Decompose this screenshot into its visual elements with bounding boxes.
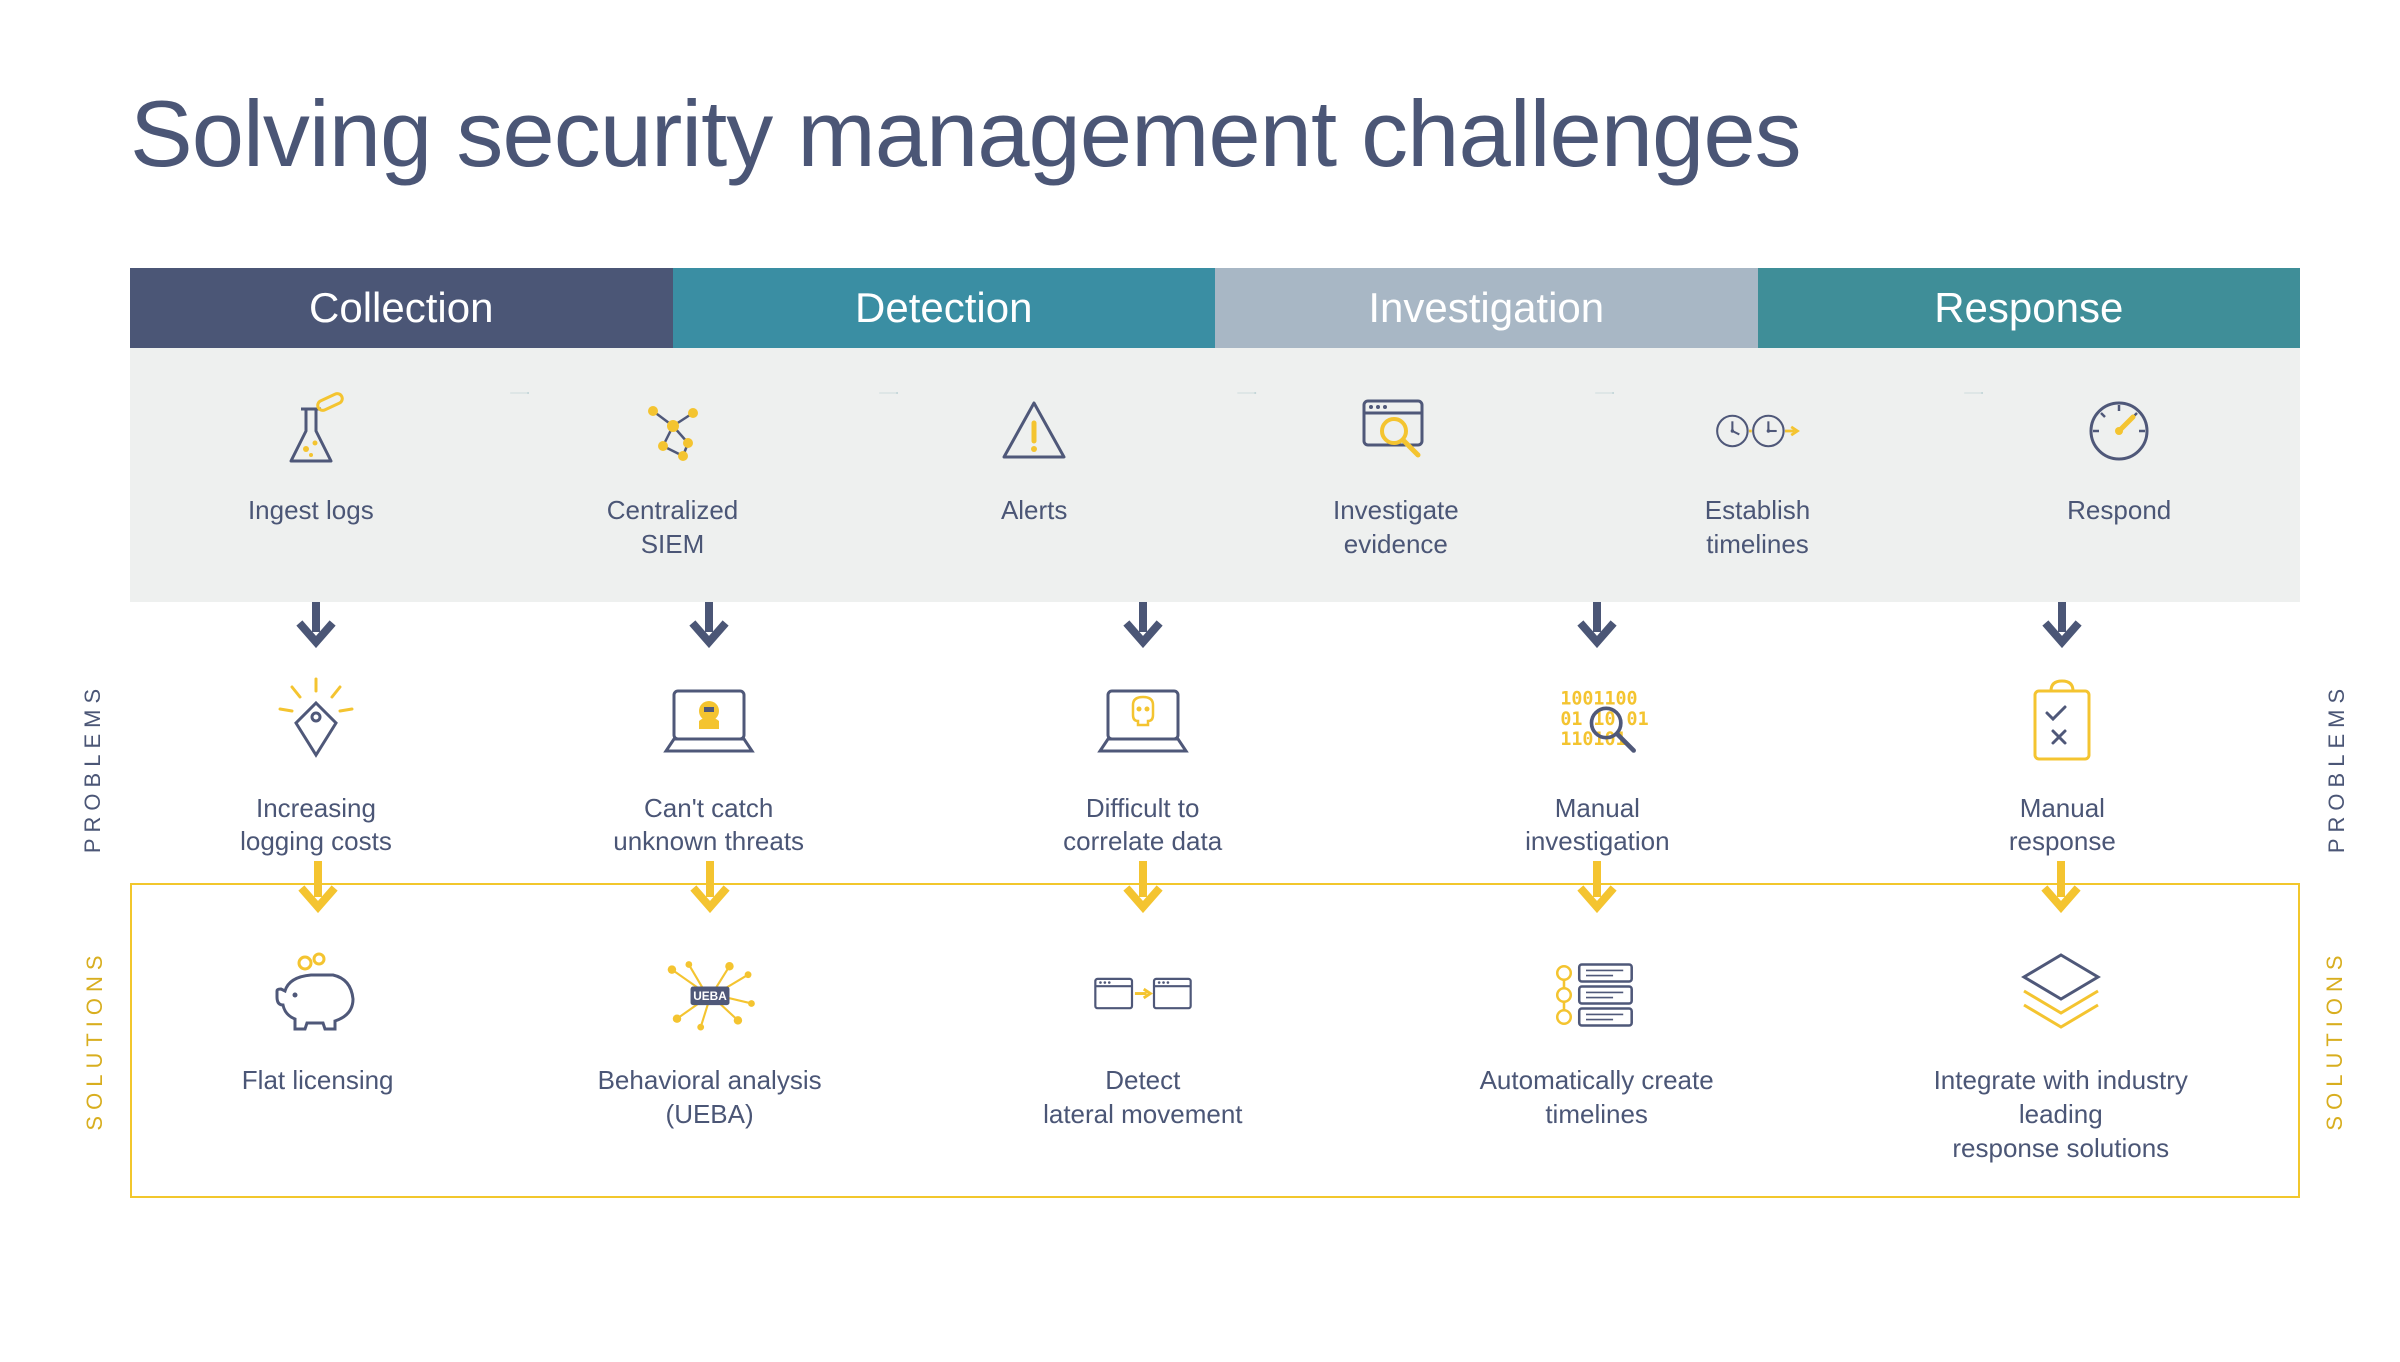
phase-response: Response [1758, 268, 2301, 348]
phase-collection: Collection [130, 268, 673, 348]
step-investigate-evidence: Investigateevidence [1215, 386, 1577, 562]
svg-text:1001100: 1001100 [1561, 688, 1638, 709]
down-arrow-yellow-icon [1575, 857, 1619, 913]
solution-ueba: UEBA Behavioral analysis(UEBA) [503, 940, 916, 1165]
step-respond: Respond [1938, 386, 2300, 528]
threat-laptop-icon [654, 668, 764, 778]
step-alerts: Alerts [853, 386, 1215, 528]
solution-label: Flat licensing [242, 1064, 394, 1098]
clipboard-x-icon [2007, 668, 2117, 778]
phase-bar: Collection Detection Investigation Respo… [130, 268, 2300, 348]
ueba-icon: UEBA [655, 940, 765, 1050]
price-tag-icon [261, 668, 371, 778]
solution-label: Behavioral analysis(UEBA) [598, 1064, 822, 1132]
stack-icon [2006, 940, 2116, 1050]
solution-auto-timelines: Automatically createtimelines [1370, 940, 1824, 1165]
phase-investigation: Investigation [1215, 268, 1758, 348]
step-label: Respond [2067, 494, 2171, 528]
timeline-list-icon [1542, 940, 1652, 1050]
problem-manual-response: Manualresponse [1825, 668, 2300, 860]
problem-logging-costs: Increasinglogging costs [130, 668, 502, 860]
binary-search-icon: 1001100 01 10 01 110101 [1542, 668, 1652, 778]
step-label: Investigateevidence [1333, 494, 1459, 562]
problem-label: Can't catchunknown threats [613, 792, 804, 860]
problem-correlate-data: Difficult tocorrelate data [915, 668, 1370, 860]
problems-row: PROBLEMS PROBLEMS Increasinglogging cos [130, 658, 2300, 880]
problem-label: Difficult tocorrelate data [1063, 792, 1222, 860]
step-label: Alerts [1001, 494, 1067, 528]
solutions-row: SOLUTIONS SOLUTIONS Flat [130, 883, 2300, 1197]
problems-side-label: PROBLEMS [2324, 683, 2350, 853]
problems-side-label: PROBLEMS [80, 683, 106, 853]
solution-label: Automatically createtimelines [1480, 1064, 1714, 1132]
step-label: Establishtimelines [1705, 494, 1811, 562]
solution-flat-licensing: Flat licensing [132, 940, 503, 1165]
clock-pair-icon [1713, 386, 1803, 476]
lateral-windows-icon [1088, 940, 1198, 1050]
phase-detection: Detection [673, 268, 1216, 348]
solution-label: Detectlateral movement [1043, 1064, 1242, 1132]
step-label: Ingest logs [248, 494, 374, 528]
page-title: Solving security management challenges [130, 80, 2300, 188]
steps-row: Ingest logs [130, 348, 2300, 602]
down-arrow-yellow-icon [2039, 857, 2083, 913]
problem-label: Increasinglogging costs [240, 792, 392, 860]
step-centralized-siem: CentralizedSIEM [492, 386, 854, 562]
step-ingest-logs: Ingest logs [130, 386, 492, 528]
solution-label: Integrate with industry leadingresponse … [1891, 1064, 2231, 1165]
problem-manual-investigation: 1001100 01 10 01 110101 Manualinvestigat… [1370, 668, 1825, 860]
solutions-side-label: SOLUTIONS [2322, 950, 2348, 1131]
skull-laptop-icon [1088, 668, 1198, 778]
down-arrow-yellow-icon [688, 857, 732, 913]
piggy-bank-icon [263, 940, 373, 1050]
flask-icon [266, 386, 356, 476]
step-establish-timelines: Establishtimelines [1577, 386, 1939, 562]
molecule-icon [628, 386, 718, 476]
solution-lateral-movement: Detectlateral movement [916, 940, 1370, 1165]
problem-label: Manualresponse [2009, 792, 2116, 860]
problem-label: Manualinvestigation [1525, 792, 1670, 860]
svg-text:UEBA: UEBA [693, 989, 727, 1003]
down-arrow-yellow-icon [296, 857, 340, 913]
down-arrow-yellow-icon [1121, 857, 1165, 913]
svg-text:01 10 01: 01 10 01 [1561, 708, 1649, 729]
solution-integrate: Integrate with industry leadingresponse … [1824, 940, 2298, 1165]
step-label: CentralizedSIEM [607, 494, 739, 562]
solutions-side-label: SOLUTIONS [82, 950, 108, 1131]
alert-icon [989, 386, 1079, 476]
search-window-icon [1351, 386, 1441, 476]
problem-unknown-threats: Can't catchunknown threats [502, 668, 915, 860]
gauge-icon [2074, 386, 2164, 476]
